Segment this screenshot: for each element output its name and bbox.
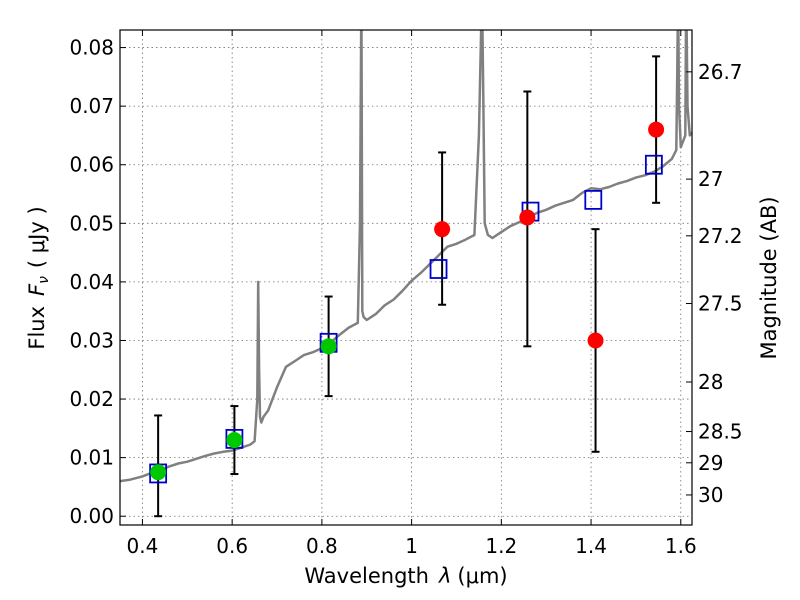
- axis-ticks: [120, 30, 692, 525]
- observed-points: [150, 121, 665, 481]
- detection-point: [150, 464, 167, 481]
- x-tick-labels: 0.4 0.6 0.8 1 1.2 1.4 1.6: [127, 534, 697, 558]
- plot-area: [120, 30, 692, 525]
- y-tick-labels: 0.00 0.01 0.02 0.03 0.04 0.05 0.06 0.07 0.08: [69, 36, 114, 529]
- model-spectrum-line: [120, 30, 692, 483]
- y2-tick-label: 27.2: [698, 224, 743, 248]
- red-point: [434, 221, 451, 238]
- plot-frame: [119, 29, 693, 526]
- y2-axis-title: Magnitude (AB): [757, 196, 781, 359]
- x-tick-label: 0.4: [127, 534, 159, 558]
- y2-tick-label: 27: [698, 167, 723, 191]
- x-tick-label: 0.8: [306, 534, 338, 558]
- x-tick-label: 1.6: [665, 534, 697, 558]
- y2-tick-label: 26.7: [698, 60, 743, 84]
- y-tick-label: 0.01: [69, 446, 114, 470]
- y2-tick-label: 28.5: [698, 420, 743, 444]
- x-tick-label: 1: [405, 534, 418, 558]
- plot-content: [120, 30, 692, 518]
- detection-point: [226, 432, 243, 449]
- y-tick-label: 0.08: [69, 36, 114, 60]
- model-square: [429, 259, 448, 279]
- y-tick-label: 0.00: [69, 504, 114, 528]
- detection-point: [320, 338, 337, 355]
- y-tick-label: 0.07: [69, 94, 114, 118]
- y-tick-label: 0.05: [69, 211, 114, 235]
- y2-tick-labels: 26.7 27 27.2 27.5 28 28.5 29 30: [698, 60, 743, 507]
- y2-tick-label: 28: [698, 370, 723, 394]
- y-tick-label: 0.04: [69, 270, 114, 294]
- y-axis-title: FluxFν( μJy ): [25, 206, 52, 349]
- red-point: [587, 332, 604, 349]
- grid: [120, 30, 692, 525]
- x-tick-label: 1.4: [575, 534, 607, 558]
- y-tick-label: 0.02: [69, 387, 114, 411]
- red-point: [519, 209, 536, 226]
- y2-tick-label: 27.5: [698, 292, 743, 316]
- y-tick-label: 0.03: [69, 328, 114, 352]
- y-tick-label: 0.06: [69, 153, 114, 177]
- model-square: [644, 154, 663, 175]
- red-point: [648, 121, 665, 138]
- y2-tick-label: 30: [698, 483, 723, 507]
- x-tick-label: 1.2: [485, 534, 517, 558]
- x-tick-label: 0.6: [216, 534, 248, 558]
- x-axis-title: Wavelength λ (μm): [304, 564, 507, 588]
- y2-tick-label: 29: [698, 451, 723, 475]
- model-square: [584, 189, 603, 210]
